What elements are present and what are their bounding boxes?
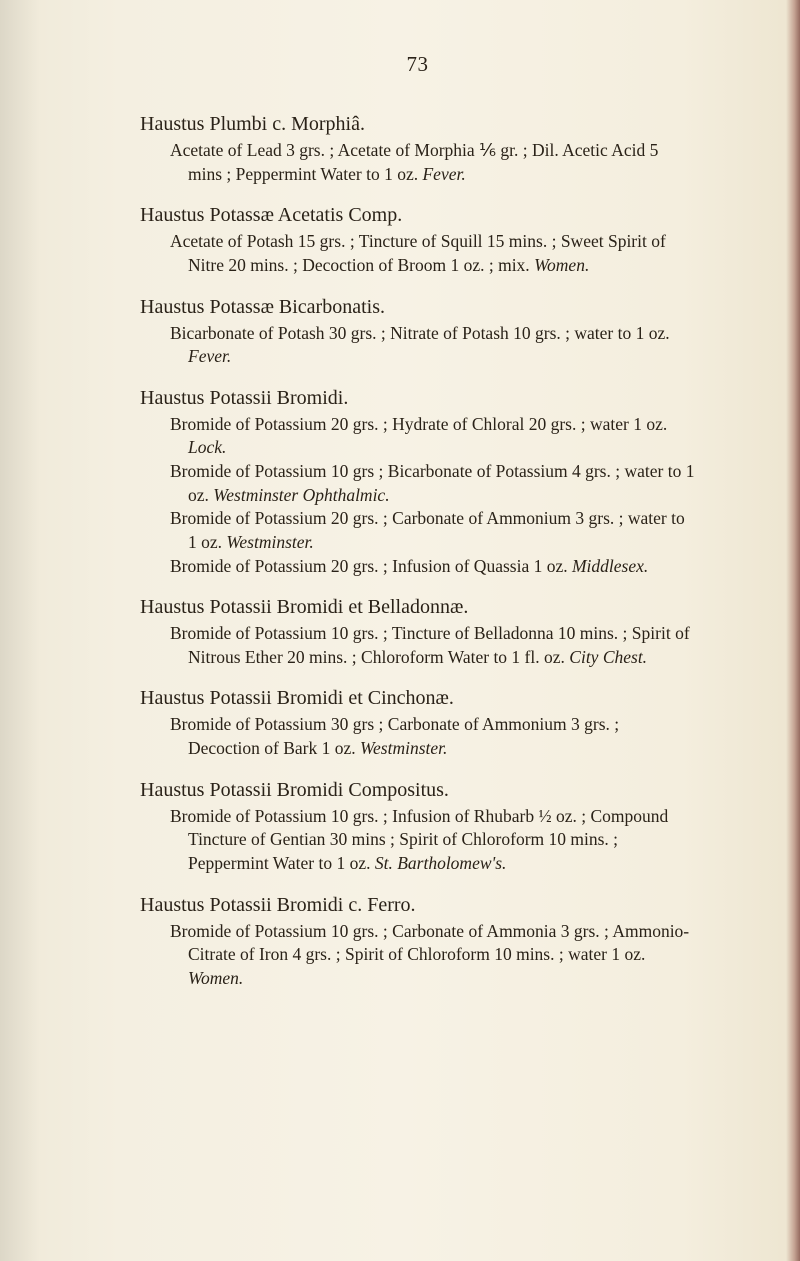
- entry-title: Haustus Potassii Bromidi.: [140, 385, 695, 412]
- entry: Haustus Potassii Bromidi.Bromide of Pota…: [140, 385, 695, 578]
- entry-title: Haustus Potassii Bromidi c. Ferro.: [140, 892, 695, 919]
- entry-description: Acetate of Lead 3 grs. ; Acetate of Morp…: [140, 139, 695, 186]
- entry-description: Bromide of Potassium 10 grs ; Bicarbonat…: [140, 460, 695, 507]
- entry-description: Bromide of Potassium 20 grs. ; Hydrate o…: [140, 413, 695, 460]
- entry-description: Bromide of Potassium 30 grs ; Carbonate …: [140, 713, 695, 760]
- entry-title: Haustus Potassii Bromidi et Cinchonæ.: [140, 685, 695, 712]
- entry-title: Haustus Potassii Bromidi Compositus.: [140, 777, 695, 804]
- entry: Haustus Potassii Bromidi c. Ferro.Bromid…: [140, 892, 695, 991]
- entry-description: Bromide of Potassium 10 grs. ; Tincture …: [140, 622, 695, 669]
- entry: Haustus Potassii Bromidi Compositus.Brom…: [140, 777, 695, 876]
- entry-description: Acetate of Potash 15 grs. ; Tincture of …: [140, 230, 695, 277]
- entry: Haustus Potassii Bromidi et Cinchonæ.Bro…: [140, 685, 695, 760]
- entry: Haustus Potassæ Bicarbonatis.Bicarbonate…: [140, 294, 695, 369]
- entry-description: Bromide of Potassium 20 grs. ; Carbonate…: [140, 507, 695, 554]
- entry: Haustus Potassæ Acetatis Comp.Acetate of…: [140, 202, 695, 277]
- entry-description: Bromide of Potassium 10 grs. ; Carbonate…: [140, 920, 695, 991]
- page-shadow-left: [0, 0, 40, 1261]
- entry-title: Haustus Plumbi c. Morphiâ.: [140, 111, 695, 138]
- entry-title: Haustus Potassæ Bicarbonatis.: [140, 294, 695, 321]
- entry-description: Bicarbonate of Potash 30 grs. ; Nitrate …: [140, 322, 695, 369]
- page-number: 73: [140, 52, 695, 77]
- entry-title: Haustus Potassii Bromidi et Belladonnæ.: [140, 594, 695, 621]
- scanned-page: 73 Haustus Plumbi c. Morphiâ.Acetate of …: [0, 0, 800, 1261]
- entry-description: Bromide of Potassium 20 grs. ; Infusion …: [140, 555, 695, 579]
- entry: Haustus Potassii Bromidi et Belladonnæ.B…: [140, 594, 695, 669]
- entry-title: Haustus Potassæ Acetatis Comp.: [140, 202, 695, 229]
- entry-description: Bromide of Potassium 10 grs. ; Infusion …: [140, 805, 695, 876]
- entries-container: Haustus Plumbi c. Morphiâ.Acetate of Lea…: [140, 111, 695, 990]
- entry: Haustus Plumbi c. Morphiâ.Acetate of Lea…: [140, 111, 695, 186]
